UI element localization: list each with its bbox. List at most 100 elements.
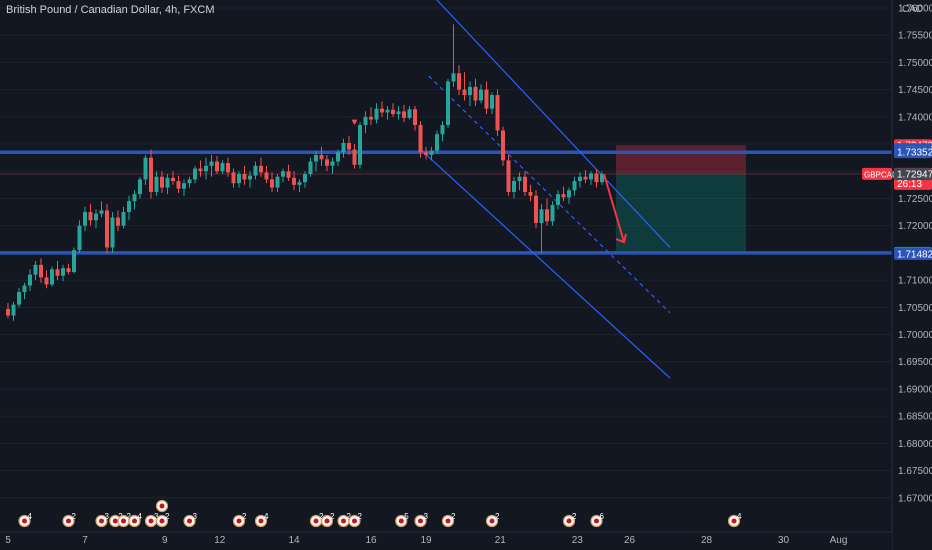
candle [369, 107, 373, 126]
event-count: 2 [330, 512, 335, 521]
candle [407, 105, 412, 120]
candle [396, 105, 401, 120]
candle-body [50, 269, 54, 285]
candle-body [132, 194, 137, 202]
candle-body [385, 109, 390, 113]
candle-body [556, 194, 560, 206]
flag-center-icon [352, 518, 357, 524]
candle-body [462, 89, 467, 96]
flag-center-icon [418, 518, 423, 524]
flag-center-icon [112, 518, 118, 524]
candle-body [479, 89, 483, 101]
time-tick-label: 26 [624, 535, 636, 546]
time-tick-label: 14 [288, 535, 300, 546]
candle [506, 154, 511, 196]
event-marker: 4 [128, 512, 143, 528]
candle [473, 78, 478, 106]
marker-triangle-icon [351, 119, 358, 126]
candle-body [336, 152, 340, 162]
candle [55, 261, 60, 281]
flag-center-icon [159, 503, 165, 509]
candle-body [517, 176, 522, 182]
candle [468, 81, 472, 106]
candle-body [138, 179, 142, 195]
candle [105, 203, 109, 253]
event-count: 4 [28, 512, 33, 521]
candle-body [116, 217, 120, 226]
candle-body [567, 190, 571, 198]
price-tick-label: 1.75000 [898, 58, 932, 69]
candle-body [66, 268, 71, 272]
candle-body [600, 173, 604, 183]
candle [66, 263, 71, 275]
candle-body [231, 172, 236, 184]
candle-body [248, 175, 252, 180]
take-profit-zone [616, 173, 746, 253]
candle [424, 146, 428, 160]
candle [11, 301, 16, 321]
candle-body [226, 163, 230, 173]
candle [149, 149, 153, 199]
price-tag-bg [894, 168, 932, 181]
event-count: 2 [165, 512, 170, 521]
candle [490, 92, 494, 115]
candle-body [88, 212, 93, 221]
candle [83, 206, 87, 232]
candle [110, 212, 115, 253]
candle [281, 168, 285, 183]
price-tick-label: 1.69000 [898, 384, 932, 395]
candle [198, 160, 203, 177]
candle-body [396, 111, 401, 115]
candle [44, 270, 49, 289]
time-tick-label: 7 [82, 535, 88, 546]
candle [391, 103, 395, 117]
price-axis-bg [892, 0, 932, 550]
flag-center-icon [99, 518, 104, 524]
candle [484, 81, 489, 115]
candle-body [220, 163, 225, 172]
candle-body [594, 173, 599, 183]
candle-body [121, 212, 126, 226]
candle-body [545, 209, 549, 222]
candle [512, 176, 516, 199]
candle [341, 138, 346, 158]
candle-body [99, 210, 104, 214]
symbol-title: British Pound / Canadian Dollar, 4h, FXC… [6, 4, 215, 16]
event-marker: 2 [562, 512, 577, 528]
candle-body [237, 173, 241, 184]
candle-body [242, 173, 247, 180]
candle [242, 165, 247, 185]
event-count: 2 [127, 512, 132, 521]
event-count: 2 [319, 512, 324, 521]
candle-body [143, 157, 148, 180]
candle [479, 84, 483, 104]
candle-body [22, 285, 27, 293]
candle-body [468, 86, 472, 96]
candle [259, 157, 263, 177]
candle-body [495, 95, 500, 131]
candle-body [215, 161, 219, 172]
price-tick-label: 1.70500 [898, 303, 932, 314]
candle-body [550, 205, 555, 222]
candle [264, 165, 269, 184]
candle [17, 288, 21, 308]
candle-body [352, 149, 357, 165]
candle [88, 203, 93, 226]
event-marker: 3 [414, 512, 429, 528]
symbol-tag-label: GBPCAD [864, 170, 898, 179]
candle-body [440, 125, 445, 135]
candle-body [424, 152, 428, 155]
candle [171, 171, 175, 185]
event-count: 5 [404, 512, 409, 521]
candle [248, 171, 252, 188]
candle-body [391, 109, 395, 115]
flag-center-icon [236, 518, 242, 524]
time-tick-label: 16 [365, 535, 377, 546]
candle [160, 171, 164, 194]
event-count: 2 [572, 512, 577, 521]
candle [22, 282, 27, 300]
candle-body [457, 73, 461, 90]
